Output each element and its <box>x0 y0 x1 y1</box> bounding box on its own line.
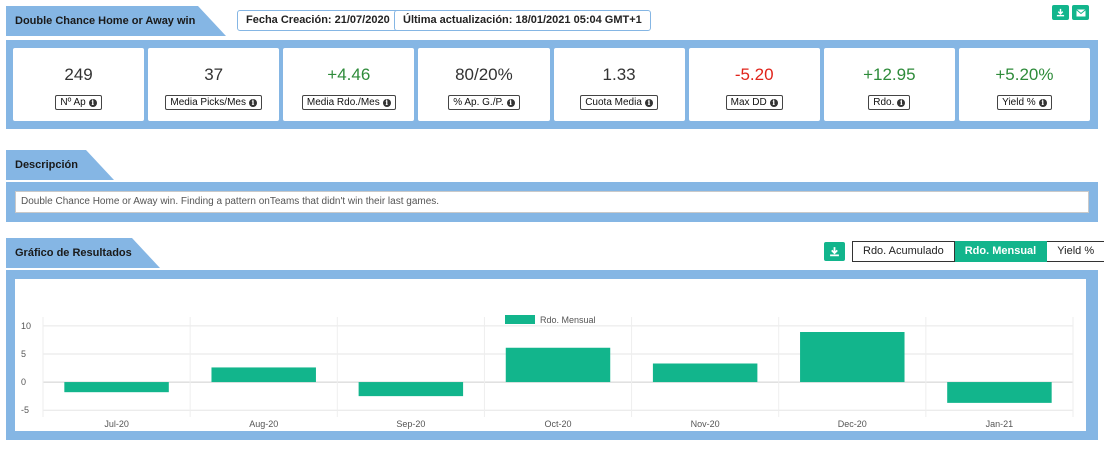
x-tick-label: Sep-20 <box>396 419 425 429</box>
bar-oct-20 <box>505 347 611 383</box>
stat-card: 80/20% % Ap. G./P. i <box>418 48 550 121</box>
cumulative-button[interactable]: Rdo. Acumulado <box>852 241 955 262</box>
stat-label[interactable]: % Ap. G./P. i <box>448 95 520 110</box>
y-tick-label: 5 <box>21 349 26 359</box>
description-panel: Double Chance Home or Away win. Finding … <box>6 182 1098 222</box>
info-icon[interactable]: i <box>88 98 97 107</box>
y-tick-label: 0 <box>21 377 26 387</box>
stat-card: 1.33 Cuota Media i <box>553 48 685 121</box>
stat-value: 249 <box>64 65 93 84</box>
stat-label-text: Rdo. <box>873 97 895 108</box>
stat-value: 1.33 <box>602 65 636 84</box>
stat-label-text: Media Rdo./Mes <box>306 97 380 108</box>
stat-card: -5.20 Max DD i <box>688 48 820 121</box>
download-icon <box>1056 8 1065 17</box>
chart-area: 10 5 0 -5 Jul-20 Aug-20 Sep-20 Oct-20 Nov-20 Dec-… <box>15 279 1086 431</box>
download-icon <box>830 247 839 257</box>
yield-button[interactable]: Yield % <box>1047 241 1104 262</box>
stat-card: 249 Nº Ap i <box>13 48 145 121</box>
stat-label-text: Max DD <box>730 97 767 108</box>
stat-value: 37 <box>204 65 224 84</box>
x-tick-label: Jan-21 <box>986 419 1014 429</box>
strategy-title-tab: Double Chance Home or Away win <box>0 6 240 36</box>
y-tick-label: -5 <box>21 405 29 415</box>
stat-label[interactable]: Media Rdo./Mes i <box>301 95 396 110</box>
chart-download-button[interactable] <box>824 242 845 261</box>
stat-label-text: Yield % <box>1002 97 1036 108</box>
stat-value: -5.20 <box>734 65 774 84</box>
bar-sep-20 <box>358 382 464 397</box>
stat-label[interactable]: Rdo. i <box>868 95 911 110</box>
stat-label-text: % Ap. G./P. <box>453 97 504 108</box>
stat-card: +4.46 Media Rdo./Mes i <box>283 48 415 121</box>
download-button[interactable] <box>1052 5 1069 20</box>
stat-label[interactable]: Nº Ap i <box>55 95 102 110</box>
monthly-button[interactable]: Rdo. Mensual <box>954 241 1048 262</box>
strategy-title: Double Chance Home or Away win <box>6 6 226 36</box>
stat-card: +12.95 Rdo. i <box>823 48 955 121</box>
stat-label[interactable]: Cuota Media i <box>580 95 658 110</box>
x-tick-label: Nov-20 <box>691 419 720 429</box>
x-tick-label: Jul-20 <box>104 419 129 429</box>
stat-card: 37 Media Picks/Mes i <box>148 48 280 121</box>
stat-label[interactable]: Max DD i <box>725 95 783 110</box>
results-tab: Gráfico de Resultados <box>0 238 165 268</box>
description-title: Descripción <box>6 150 114 180</box>
envelope-icon <box>1075 8 1086 16</box>
bar-nov-20 <box>652 363 758 383</box>
stat-label-text: Media Picks/Mes <box>170 97 246 108</box>
stats-panel: 249 Nº Ap i 37 Media Picks/Mes i +4.46 Media Rd… <box>6 40 1098 129</box>
info-icon[interactable]: i <box>769 98 778 107</box>
last-update-badge: Última actualización: 18/01/2021 05:04 G… <box>394 10 651 31</box>
description-text: Double Chance Home or Away win. Finding … <box>15 191 1089 213</box>
stat-value: +12.95 <box>863 65 916 84</box>
info-icon[interactable]: i <box>248 98 257 107</box>
email-button[interactable] <box>1072 5 1089 20</box>
stat-value: +5.20% <box>995 65 1054 84</box>
x-tick-label: Dec-20 <box>838 419 867 429</box>
stat-label[interactable]: Media Picks/Mes i <box>165 95 262 110</box>
stat-value: 80/20% <box>455 65 513 84</box>
chart-mode-toggle: Rdo. Acumulado Rdo. Mensual Yield % <box>852 241 1104 262</box>
chart-panel: 10 5 0 -5 Jul-20 Aug-20 Sep-20 Oct-20 Nov-20 Dec-… <box>6 270 1098 440</box>
x-tick-label: Oct-20 <box>544 419 571 429</box>
x-tick-label: Aug-20 <box>249 419 278 429</box>
stat-label-text: Nº Ap <box>60 97 86 108</box>
info-icon[interactable]: i <box>382 98 391 107</box>
legend-label: Rdo. Mensual <box>540 315 596 325</box>
creation-date-badge: Fecha Creación: 21/07/2020 <box>237 10 399 31</box>
info-icon[interactable]: i <box>644 98 653 107</box>
stat-label[interactable]: Yield % i <box>997 95 1052 110</box>
info-icon[interactable]: i <box>897 98 906 107</box>
monthly-results-chart: 10 5 0 -5 Jul-20 Aug-20 Sep-20 Oct-20 Nov-20 Dec-… <box>21 315 1074 429</box>
info-icon[interactable]: i <box>506 98 515 107</box>
bar-dec-20 <box>800 332 905 383</box>
results-title: Gráfico de Resultados <box>6 238 160 268</box>
stat-value: +4.46 <box>327 65 371 84</box>
legend-swatch <box>505 315 535 324</box>
y-tick-label: 10 <box>21 321 31 331</box>
description-tab: Descripción <box>0 150 120 180</box>
bar-jul-20 <box>64 382 169 393</box>
stat-label-text: Cuota Media <box>585 97 642 108</box>
bar-jan-21 <box>947 382 1052 403</box>
info-icon[interactable]: i <box>1038 98 1047 107</box>
bar-aug-20 <box>211 367 316 383</box>
stat-card: +5.20% Yield % i <box>958 48 1090 121</box>
